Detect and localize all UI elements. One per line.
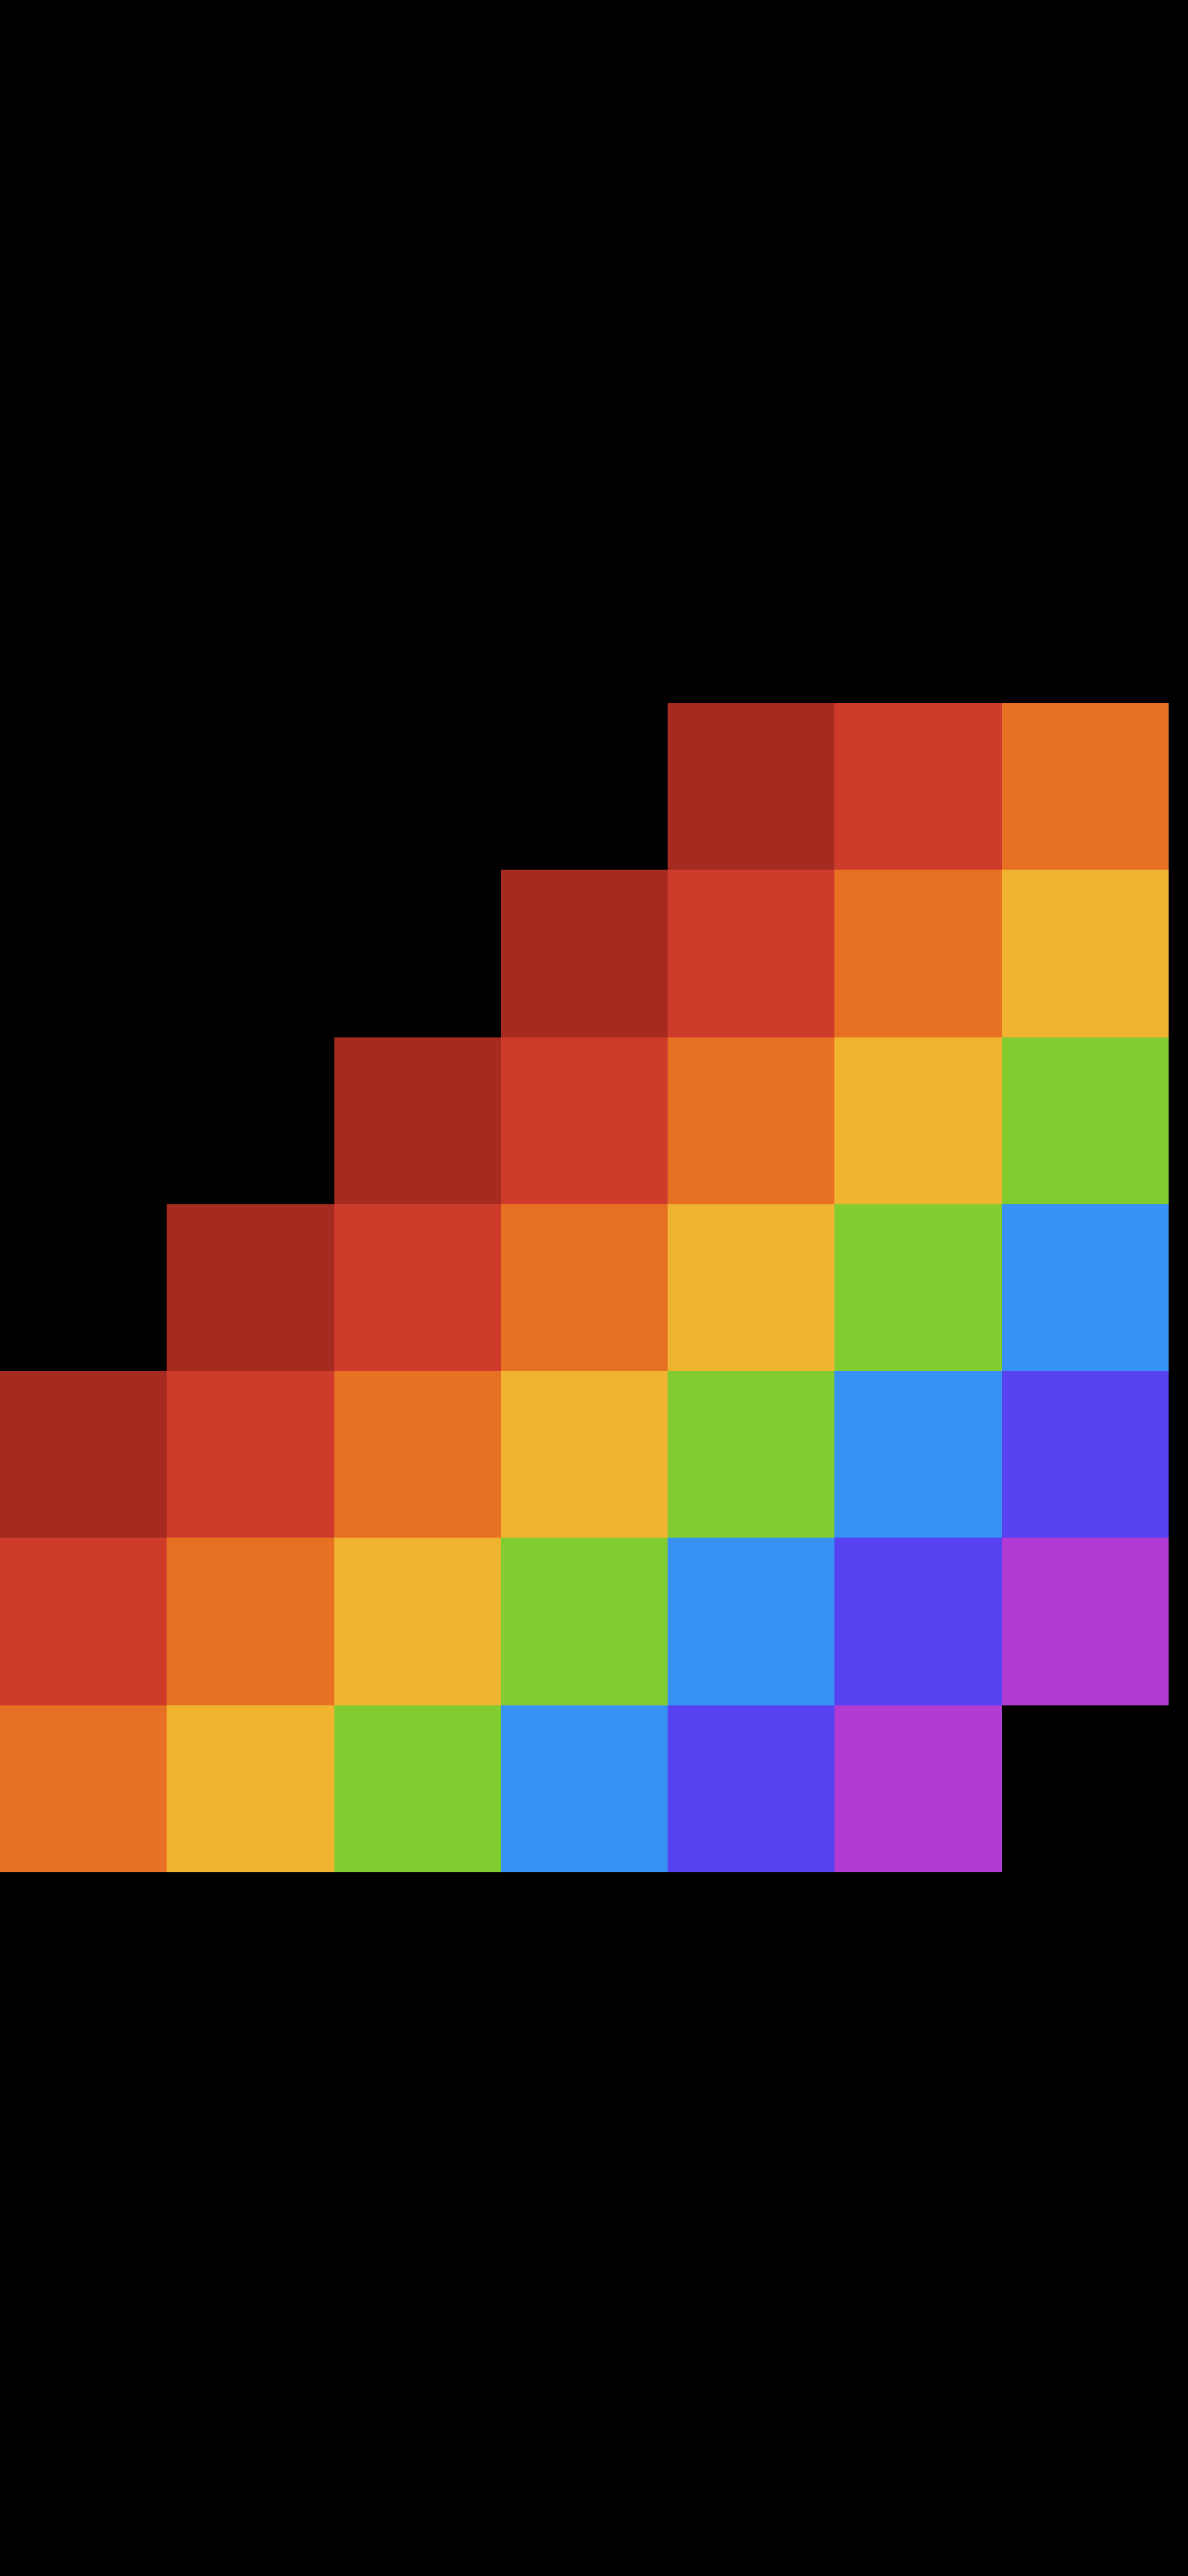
tile-red-r0c5[interactable] xyxy=(834,703,1002,870)
tile-green-r3c5[interactable] xyxy=(834,1204,1002,1371)
tile-red-r5c0[interactable] xyxy=(0,1538,167,1705)
tile-yellow-r6c1[interactable] xyxy=(167,1705,334,1872)
tile-orange-r3c3[interactable] xyxy=(501,1204,668,1371)
tile-yellow-r5c2[interactable] xyxy=(334,1538,501,1705)
tile-blue-r4c5[interactable] xyxy=(834,1371,1002,1538)
tile-green-r2c6[interactable] xyxy=(1002,1037,1169,1204)
tile-red-r2c3[interactable] xyxy=(501,1037,668,1204)
tile-indigo-r6c4[interactable] xyxy=(668,1705,834,1872)
tile-yellow-r4c3[interactable] xyxy=(501,1371,668,1538)
tile-blue-r6c3[interactable] xyxy=(501,1705,668,1872)
tile-green-r6c2[interactable] xyxy=(334,1705,501,1872)
tile-indigo-r5c5[interactable] xyxy=(834,1538,1002,1705)
tile-red-r3c2[interactable] xyxy=(334,1204,501,1371)
tile-red-r4c1[interactable] xyxy=(167,1371,334,1538)
tile-blue-r3c6[interactable] xyxy=(1002,1204,1169,1371)
tile-dark-red-r4c0[interactable] xyxy=(0,1371,167,1538)
tile-indigo-r4c6[interactable] xyxy=(1002,1371,1169,1538)
tile-orange-r6c0[interactable] xyxy=(0,1705,167,1872)
tile-green-r4c4[interactable] xyxy=(668,1371,834,1538)
tile-blue-r5c4[interactable] xyxy=(668,1538,834,1705)
tile-purple-r6c5[interactable] xyxy=(834,1705,1002,1872)
tile-red-r1c4[interactable] xyxy=(668,870,834,1037)
tile-dark-red-r2c2[interactable] xyxy=(334,1037,501,1204)
tile-yellow-r3c4[interactable] xyxy=(668,1204,834,1371)
tile-orange-r0c6[interactable] xyxy=(1002,703,1169,870)
tile-orange-r4c2[interactable] xyxy=(334,1371,501,1538)
tile-green-r5c3[interactable] xyxy=(501,1538,668,1705)
tile-orange-r1c5[interactable] xyxy=(834,870,1002,1037)
tile-yellow-r2c5[interactable] xyxy=(834,1037,1002,1204)
tile-dark-red-r0c4[interactable] xyxy=(668,703,834,870)
tile-orange-r5c1[interactable] xyxy=(167,1538,334,1705)
tile-dark-red-r3c1[interactable] xyxy=(167,1204,334,1371)
tile-purple-r5c6[interactable] xyxy=(1002,1538,1169,1705)
tile-yellow-r1c6[interactable] xyxy=(1002,870,1169,1037)
tile-dark-red-r1c3[interactable] xyxy=(501,870,668,1037)
tile-orange-r2c4[interactable] xyxy=(668,1037,834,1204)
